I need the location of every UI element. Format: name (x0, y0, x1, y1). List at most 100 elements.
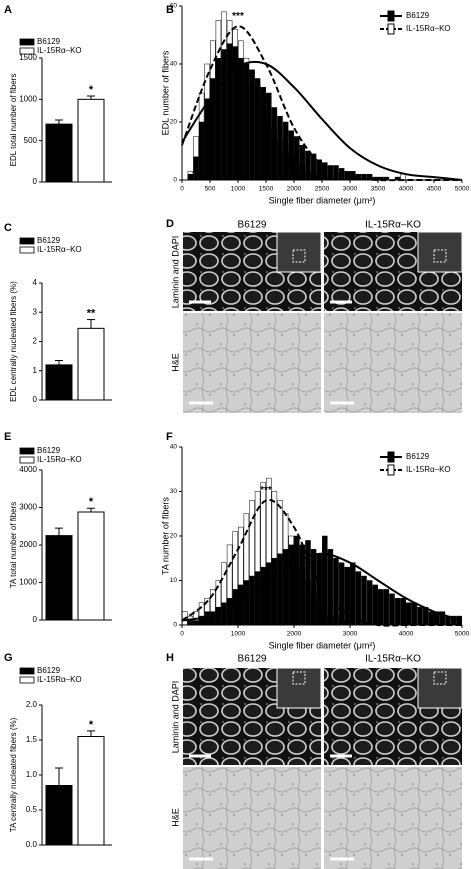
y-tick-label: 2 (33, 337, 38, 346)
y-axis-label: TA centrally nucleated fibers (%) (9, 717, 18, 832)
column-label: B6129 (238, 654, 267, 665)
y-tick-label: 40 (170, 61, 178, 68)
histogram-bar (260, 86, 266, 181)
x-tick-label: 3000 (343, 631, 358, 638)
histogram-bar (226, 43, 233, 181)
histogram-bar (316, 553, 322, 626)
he-image (183, 313, 321, 413)
bar (45, 123, 73, 183)
histogram-bar (271, 107, 278, 181)
bar (45, 785, 73, 846)
y-tick-label: 0 (173, 622, 177, 629)
histogram-bar (333, 165, 339, 181)
legend-swatch (387, 451, 395, 463)
histogram-bar (372, 584, 378, 626)
panel-label: F (166, 431, 173, 443)
legend-label: IL-15Rα–KO (37, 46, 82, 55)
bar (77, 736, 105, 846)
histogram-bar (417, 606, 423, 626)
histogram-bar (226, 598, 233, 626)
y-tick-label: 20 (170, 119, 178, 126)
column-label: IL-15Rα–KO (365, 654, 421, 665)
histogram-bar (232, 589, 238, 626)
histogram-bar (282, 121, 289, 181)
histogram-bar (266, 562, 272, 626)
histogram-bar (355, 571, 362, 626)
y-tick-label: 2.0 (26, 700, 38, 709)
y-tick-label: 3 (33, 307, 38, 316)
column-label: IL-15Rα–KO (365, 220, 421, 231)
legend-swatch (387, 464, 395, 476)
inset (276, 231, 322, 273)
x-tick-label: 2500 (315, 186, 330, 193)
y-tick-label: 1 (33, 366, 38, 375)
legend-label: IL-15Rα–KO (37, 455, 82, 464)
y-tick-label: 4000 (19, 465, 37, 474)
inset (417, 667, 463, 709)
histogram-bar (277, 115, 283, 181)
histogram-bar (266, 92, 272, 181)
y-tick-label: 0.5 (26, 805, 38, 814)
histogram-bar (243, 63, 250, 181)
histogram-bar (383, 589, 390, 626)
panel-label: D (166, 218, 174, 230)
y-axis-label: TA number of fibers (160, 497, 170, 575)
he-image (324, 767, 462, 869)
panel-label: E (4, 431, 11, 443)
histogram-bar (193, 156, 199, 181)
histogram-bar (406, 602, 412, 626)
y-axis-label: EDL total number of fibers (9, 74, 18, 167)
legend-label: B6129 (406, 452, 430, 461)
y-tick-label: 1.0 (26, 770, 38, 779)
histogram-bar (193, 620, 199, 626)
histogram-bar (299, 144, 306, 181)
bar (77, 98, 105, 183)
x-tick-label: 0 (180, 186, 184, 193)
fit-curve (181, 60, 463, 181)
histogram-bar (249, 69, 255, 181)
histogram-bar (204, 98, 210, 181)
legend-swatch (387, 23, 395, 35)
legend-swatch (19, 447, 35, 455)
x-tick-label: 1000 (231, 186, 246, 193)
histogram-bar (282, 549, 289, 626)
histogram-bar (288, 544, 294, 626)
histogram-bar (333, 558, 339, 626)
histogram-bar (260, 566, 266, 626)
histogram-bar (361, 575, 367, 626)
y-tick-label: 1000 (19, 94, 37, 103)
y-tick-label: 0 (33, 395, 38, 404)
histogram-bar (204, 611, 210, 626)
histogram-bar (249, 575, 255, 626)
x-tick-label: 1500 (259, 186, 274, 193)
row-label: H&E (170, 808, 180, 827)
y-tick-label: 40 (170, 444, 178, 451)
histogram-bar (187, 620, 194, 626)
histogram-bar (327, 549, 334, 626)
x-tick-label: 2000 (287, 186, 302, 193)
inset (276, 667, 322, 709)
histogram-bar (238, 584, 244, 626)
x-tick-label: 500 (205, 186, 216, 193)
x-tick-label: 4000 (399, 186, 414, 193)
x-axis-label: Single fiber diameter (μm²) (269, 195, 376, 205)
x-tick-label: 1000 (231, 631, 246, 638)
y-tick-label: 0 (33, 177, 38, 186)
x-tick-label: 5000 (455, 631, 470, 638)
significance: ** (87, 307, 96, 319)
y-tick-label: 60 (170, 3, 178, 10)
panel-label: A (4, 4, 12, 16)
legend-label: B6129 (37, 446, 61, 455)
legend-swatch (387, 10, 395, 22)
histogram-bar (389, 593, 395, 626)
row-label: Laminin and DAPI (170, 681, 180, 754)
histogram-bar (254, 571, 261, 626)
legend-swatch (19, 246, 35, 254)
y-tick-label: 1500 (19, 53, 37, 62)
inset-box (433, 249, 447, 263)
panel-label: H (166, 652, 174, 664)
legend-label: IL-15Rα–KO (37, 675, 82, 684)
legend-swatch (19, 667, 35, 675)
x-tick-label: 4500 (427, 186, 442, 193)
bar (77, 511, 105, 621)
